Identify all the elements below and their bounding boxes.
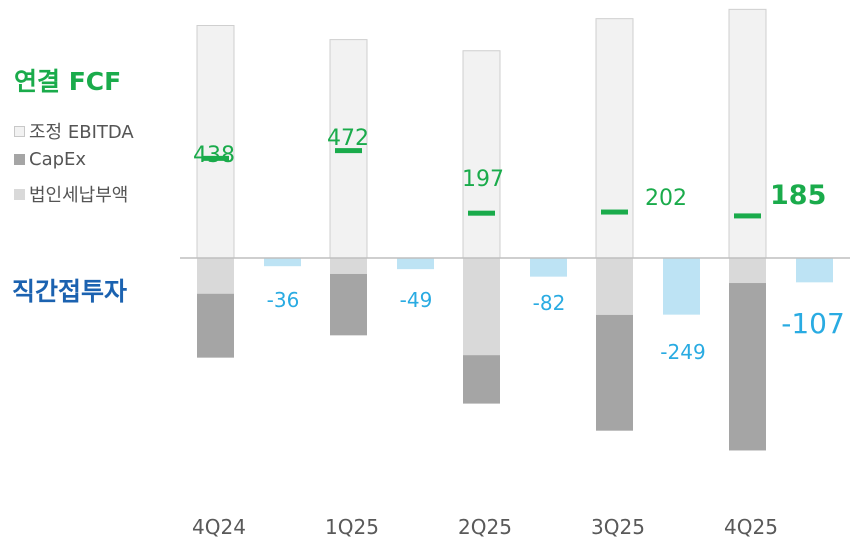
x-tick-label: 4Q24 bbox=[192, 515, 246, 539]
legend-label-ebitda: 조정 EBITDA bbox=[29, 122, 134, 143]
fcf-marker bbox=[601, 209, 628, 215]
capex-bar bbox=[596, 314, 633, 431]
capex-bar bbox=[463, 355, 500, 404]
legend-swatch-capex bbox=[14, 154, 25, 165]
ebitda-bar bbox=[595, 18, 634, 259]
fcf-marker bbox=[468, 210, 495, 216]
fcf-marker bbox=[734, 213, 761, 219]
x-tick-label: 3Q25 bbox=[591, 515, 645, 539]
tax-bar bbox=[729, 258, 766, 284]
x-tick-label: 2Q25 bbox=[458, 515, 512, 539]
capex-bar bbox=[330, 273, 367, 336]
investment-label-value: -36 bbox=[267, 288, 300, 312]
legend-swatch-tax bbox=[14, 188, 25, 200]
legend-label-capex: CapEx bbox=[29, 149, 87, 170]
capex-bar bbox=[197, 293, 234, 358]
fcf-marker bbox=[202, 155, 229, 161]
investment-bar bbox=[397, 258, 434, 270]
ebitda-bar bbox=[196, 24, 235, 259]
investment-bar bbox=[264, 258, 301, 267]
fcf-marker bbox=[335, 148, 362, 154]
ebitda-bar bbox=[462, 50, 501, 259]
tax-bar bbox=[330, 258, 367, 274]
fcf-label: 185 bbox=[770, 180, 826, 211]
investment-bar bbox=[530, 258, 567, 277]
fcf-label: 438 bbox=[193, 143, 235, 168]
investment-label: 직간접투자 bbox=[12, 277, 128, 306]
ebitda-bar bbox=[728, 8, 767, 259]
legend-label-tax: 법인세납부액 bbox=[29, 185, 129, 206]
tax-bar bbox=[197, 258, 234, 294]
fcf-label: 197 bbox=[462, 167, 504, 192]
legend-swatch-ebitda bbox=[14, 125, 25, 137]
x-tick-label: 4Q25 bbox=[724, 515, 778, 539]
tax-bar bbox=[463, 258, 500, 356]
investment-label-value: -249 bbox=[660, 340, 705, 364]
capex-bar bbox=[729, 283, 766, 451]
investment-bar bbox=[663, 258, 700, 315]
legend-item-capex: CapEx bbox=[14, 149, 86, 170]
investment-label-value: -107 bbox=[781, 307, 845, 340]
fcf-label: 202 bbox=[645, 186, 687, 211]
investment-label-value: -49 bbox=[400, 288, 433, 312]
x-tick-label: 1Q25 bbox=[325, 515, 379, 539]
legend-item-tax: 법인세납부액 bbox=[14, 181, 128, 207]
investment-bar bbox=[796, 258, 833, 283]
fcf-label: 472 bbox=[327, 126, 369, 151]
tax-bar bbox=[596, 258, 633, 315]
legend-title: 연결 FCF bbox=[14, 67, 122, 96]
investment-label-value: -82 bbox=[533, 291, 566, 315]
legend-item-ebitda: 조정 EBITDA bbox=[14, 118, 134, 144]
